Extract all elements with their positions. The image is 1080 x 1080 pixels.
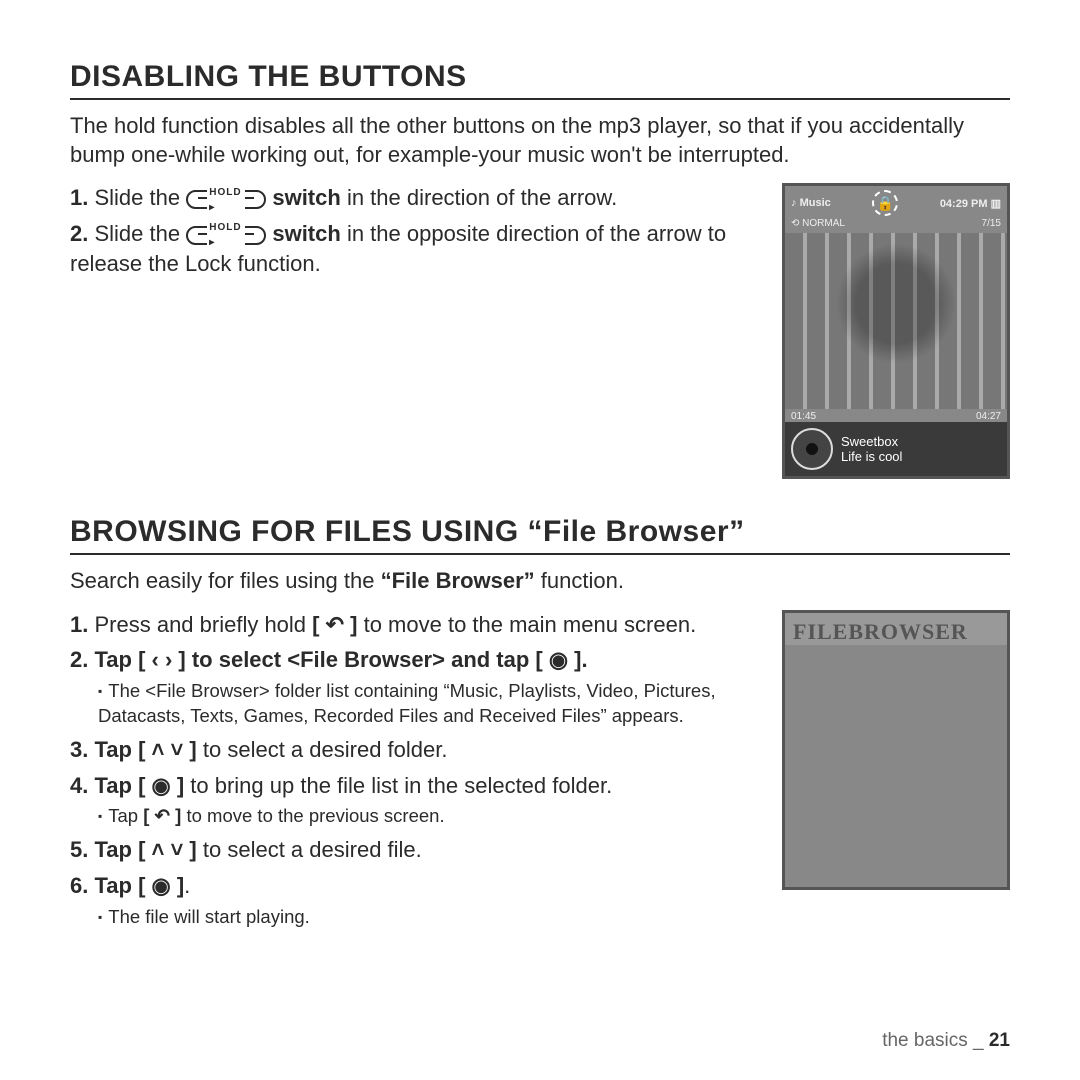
step-number: 2. — [70, 221, 88, 246]
steps-section2: 1. Press and briefly hold [ ↶ ] to move … — [70, 610, 764, 936]
ok-icon: [ ◉ ] — [138, 773, 184, 798]
substep: ▪The <File Browser> folder list containi… — [98, 679, 764, 729]
step-2-5: 5. Tap [ ˄ ˅ ] to select a desired file. — [70, 835, 764, 865]
file-browser-title: FILEBROWSER — [785, 613, 1007, 645]
step-number: 3. — [70, 737, 88, 762]
track-index: 7/15 — [982, 218, 1001, 229]
step-2-3: 3. Tap [ ˄ ˅ ] to select a desired folde… — [70, 735, 764, 765]
time-total: 04:27 — [976, 411, 1001, 422]
step-number: 6. — [70, 873, 88, 898]
substep: ▪The file will start playing. — [98, 905, 764, 930]
figure-music-player: ♪ Music 🔒 04:29 PM ▥ ⟲ NORMAL 7/15 01:45… — [782, 183, 1010, 479]
step-2-2: 2. Tap [ ‹ › ] to select <File Browser> … — [70, 645, 764, 729]
page-number: 21 — [989, 1030, 1010, 1051]
intro-file-browser: Search easily for files using the “File … — [70, 567, 1010, 596]
step-number: 1. — [70, 185, 88, 210]
step-2-1: 1. Press and briefly hold [ ↶ ] to move … — [70, 610, 764, 640]
file-browser-graphic — [785, 645, 1007, 887]
step-number: 1. — [70, 612, 88, 637]
equalizer-graphic — [785, 233, 1007, 409]
hold-switch-icon: HOLD ▸ — [186, 226, 266, 245]
album-disc-icon — [791, 428, 833, 470]
track-artist: Sweetbox — [841, 434, 902, 450]
step-2-4: 4. Tap [ ◉ ] to bring up the file list i… — [70, 771, 764, 830]
clock: 04:29 PM ▥ — [940, 197, 1001, 210]
step-2-6: 6. Tap [ ◉ ]. ▪The file will start playi… — [70, 871, 764, 930]
track-title: Life is cool — [841, 449, 902, 465]
intro-disabling: The hold function disables all the other… — [70, 112, 1010, 169]
up-down-icon: [ ˄ ˅ ] — [138, 837, 197, 862]
bold: switch — [272, 185, 340, 210]
lock-icon: 🔒 — [872, 190, 898, 216]
step-1-1: 1. Slide the HOLD ▸ switch in the direct… — [70, 183, 764, 213]
heading-file-browser: BROWSING FOR FILES USING “File Browser” — [70, 515, 1010, 555]
back-icon: [ ↶ ] — [312, 612, 357, 637]
music-icon: ♪ Music — [791, 197, 831, 209]
left-right-icon: [ ‹ › ] — [138, 647, 186, 672]
text: in the direction of the arrow. — [347, 185, 617, 210]
ok-icon: [ ◉ ] — [138, 873, 184, 898]
heading-disabling-buttons: DISABLING THE BUTTONS — [70, 60, 1010, 100]
hold-switch-icon: HOLD ▸ — [186, 190, 266, 209]
track-meta: Sweetbox Life is cool — [841, 434, 902, 465]
footer-label: the basics _ — [882, 1030, 989, 1051]
up-down-icon: [ ˄ ˅ ] — [138, 737, 197, 762]
bold: switch — [272, 221, 340, 246]
time-elapsed: 01:45 — [791, 411, 816, 422]
step-number: 5. — [70, 837, 88, 862]
steps-section1: 1. Slide the HOLD ▸ switch in the direct… — [70, 183, 764, 284]
step-number: 2. — [70, 647, 88, 672]
figure-file-browser: FILEBROWSER — [782, 610, 1010, 890]
ok-icon: [ ◉ ] — [535, 647, 581, 672]
step-number: 4. — [70, 773, 88, 798]
text: Slide the — [94, 221, 186, 246]
step-1-2: 2. Slide the HOLD ▸ switch in the opposi… — [70, 219, 764, 278]
page-footer: the basics _ 21 — [882, 1030, 1010, 1052]
text: Slide the — [94, 185, 186, 210]
back-icon: [ ↶ ] — [143, 805, 181, 826]
eq-mode: ⟲ NORMAL — [791, 218, 845, 229]
substep: ▪Tap [ ↶ ] to move to the previous scree… — [98, 804, 764, 829]
